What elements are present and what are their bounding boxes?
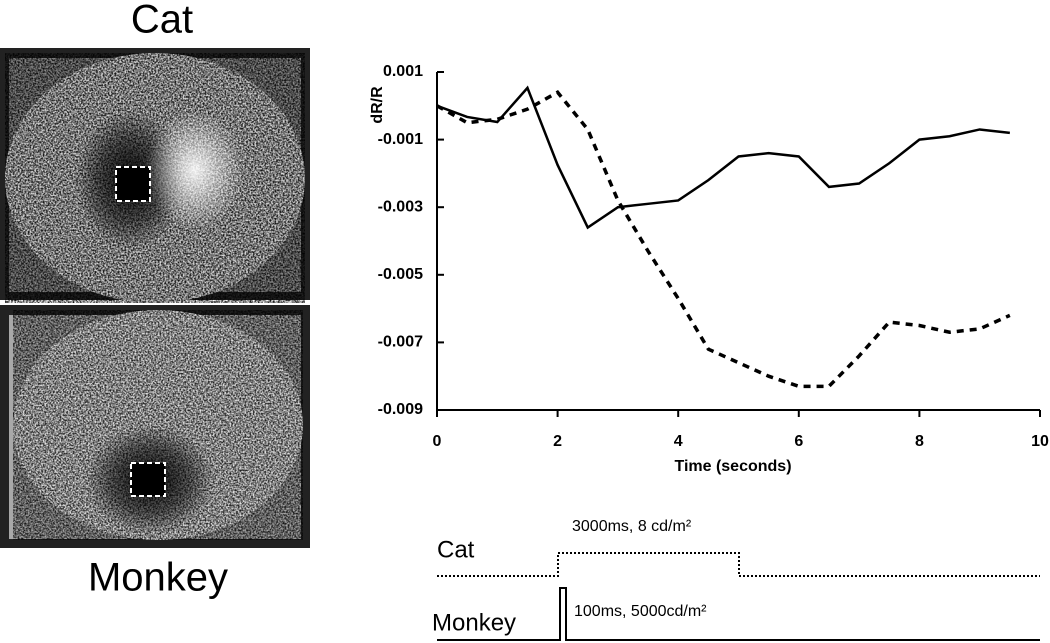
stimulus-text: 3000ms, 8 cd/m² [572, 518, 692, 535]
panel-label: Cat [131, 0, 193, 42]
stimulus-label: Cat [437, 536, 475, 563]
stimulus-trace [437, 552, 1040, 577]
x-tick-label: 8 [915, 433, 924, 450]
y-tick-label: -0.003 [378, 198, 423, 215]
y-tick-label: -0.001 [378, 131, 423, 148]
data-line [436, 90, 1011, 389]
y-tick-label: -0.009 [378, 401, 423, 418]
x-tick-label: 10 [1031, 433, 1049, 450]
stimulus-text: 100ms, 5000cd/m² [574, 603, 707, 620]
data-line [436, 85, 1010, 230]
y-tick-label: -0.005 [378, 266, 423, 283]
y-tick-label: 0.001 [383, 63, 423, 80]
x-axis-label: Time (seconds) [674, 458, 791, 475]
x-tick-label: 2 [553, 433, 562, 450]
x-tick-label: 4 [674, 433, 683, 450]
line-chart: dR/R Time (seconds) 0.001 -0.001 -0.003 -0.… [369, 63, 1049, 475]
stimulus-label: Monkey [432, 609, 516, 636]
panel-label: Monkey [88, 556, 228, 600]
cat-image [0, 48, 310, 303]
stimulus-diagram: Cat 3000ms, 8 cd/m² Monkey 100ms, 5000cd… [432, 518, 1040, 641]
x-tick-label: 6 [794, 433, 803, 450]
monkey-image [0, 305, 310, 548]
stimulus-trace [437, 587, 1040, 641]
x-tick-label: 0 [433, 433, 442, 450]
y-tick-label: -0.007 [378, 334, 423, 351]
y-axis-label: dR/R [369, 86, 386, 124]
